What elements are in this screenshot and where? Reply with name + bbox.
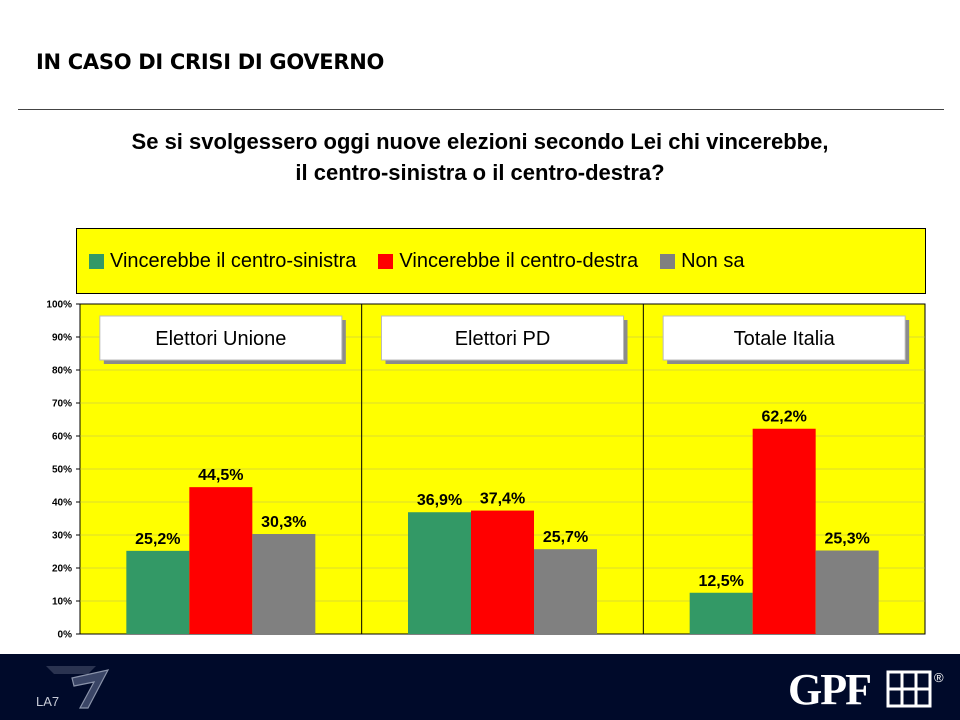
bar [815, 550, 879, 634]
bar [471, 510, 534, 634]
bar [408, 512, 471, 634]
gpf-logo: GPF ® [788, 665, 944, 714]
y-tick-label: 80% [52, 366, 72, 377]
category-box [662, 315, 906, 361]
legend-swatch-1 [89, 253, 104, 269]
bar [252, 534, 316, 634]
bar [189, 487, 253, 634]
legend-label-3: Non sa [681, 249, 745, 272]
legend-label-1: Vincerebbe il centro-sinistra [110, 249, 357, 272]
data-label: 25,3% [824, 531, 869, 548]
bar [689, 592, 753, 634]
legend-swatch-2 [378, 253, 394, 269]
data-label: 44,5% [198, 467, 243, 484]
chart-legend: Vincerebbe il centro-sinistra Vincerebbe … [76, 228, 926, 294]
data-label: 25,2% [135, 531, 180, 548]
category-box [99, 315, 343, 361]
category-label: Elettori Unione [155, 328, 286, 350]
data-label: 36,9% [417, 492, 462, 509]
y-tick-label: 100% [46, 300, 72, 311]
y-tick-label: 10% [52, 597, 72, 608]
bar [126, 550, 190, 634]
y-tick-label: 50% [52, 465, 72, 476]
bar-chart: 0% 10% 20% 30% 40% 50% 60% 70% 80% 90% 100% Elettor… [46, 300, 926, 641]
bar [752, 428, 816, 634]
registered-mark: ® [934, 670, 944, 685]
la7-logo-band [46, 666, 96, 674]
data-label: 62,2% [761, 409, 806, 426]
la7-logo: LA7 [36, 666, 110, 709]
question-line-1: Se si svolgessero oggi nuove elezioni se… [131, 129, 829, 154]
y-tick-label: 0% [58, 630, 73, 641]
y-tick-label: 60% [52, 432, 72, 443]
la7-logo-seven [71, 669, 110, 709]
data-label: 37,4% [480, 491, 525, 508]
data-label: 25,7% [543, 529, 588, 546]
legend-swatch-3 [660, 253, 676, 269]
y-tick-label: 70% [52, 399, 72, 410]
data-label: 12,5% [698, 573, 743, 590]
y-tick-label: 30% [52, 531, 72, 542]
legend-item-3: Non sa [660, 250, 744, 273]
gpf-logo-grid [886, 670, 932, 708]
y-tick-label: 40% [52, 498, 72, 509]
bar [534, 549, 597, 634]
survey-question: Se si svolgessero oggi nuove elezioni se… [0, 126, 960, 188]
question-line-2: il centro-sinistra o il centro-destra? [295, 160, 665, 185]
legend-label-2: Vincerebbe il centro-destra [399, 249, 639, 272]
title-divider [18, 109, 944, 110]
legend-item-2: Vincerebbe il centro-destra [378, 250, 638, 273]
footer-bar: LA7 GPF ® [0, 654, 960, 720]
y-tick-label: 20% [52, 564, 72, 575]
page-title: IN CASO DI CRISI DI GOVERNO [36, 50, 385, 74]
y-tick-label: 90% [52, 333, 72, 344]
data-label: 30,3% [261, 514, 306, 531]
la7-logo-text: LA7 [36, 694, 59, 709]
category-label: Totale Italia [734, 328, 836, 350]
legend-item-1: Vincerebbe il centro-sinistra [89, 250, 356, 273]
gpf-logo-text: GPF [788, 665, 870, 714]
category-label: Elettori PD [455, 328, 551, 350]
category-box [381, 315, 624, 361]
